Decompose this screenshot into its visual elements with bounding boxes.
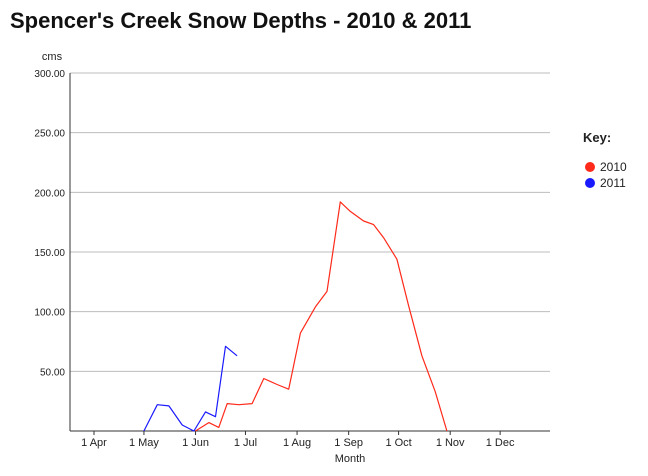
x-axis-label: Month (335, 453, 366, 465)
y-tick-label: 50.00 (40, 367, 65, 378)
legend-label-2011: 2011 (600, 176, 626, 190)
legend-label-2010: 2010 (600, 160, 627, 174)
y-tick-label: 200.00 (34, 188, 65, 199)
y-tick-label: 150.00 (34, 248, 65, 259)
x-tick-label: 1 Sep (334, 437, 363, 449)
chart-title: Spencer's Creek Snow Depths - 2010 & 201… (10, 8, 472, 33)
y-axis-label: cms (42, 51, 63, 63)
legend-dot-2011 (585, 178, 595, 188)
series-line-2011 (143, 345, 238, 432)
y-tick-label: 100.00 (34, 308, 65, 319)
y-tick-label: 250.00 (34, 129, 65, 140)
x-tick-label: 1 Jul (234, 437, 257, 449)
x-tick-label: 1 Nov (436, 437, 465, 449)
x-tick-label: 1 Jun (182, 437, 209, 449)
legend-item-2010: 2010 (585, 159, 627, 175)
legend-dot-2010 (585, 162, 595, 172)
x-tick-label: 1 May (129, 437, 159, 449)
x-tick-label: 1 Dec (486, 437, 515, 449)
x-tick-label: 1 Apr (81, 437, 107, 449)
legend-title: Key: (583, 130, 612, 145)
legend: Key: 2010 2011 (583, 130, 627, 191)
x-tick-label: 1 Oct (385, 437, 411, 449)
series-line-2010 (195, 201, 448, 432)
x-tick-label: 1 Aug (283, 437, 311, 449)
legend-item-2011: 2011 (585, 175, 627, 191)
y-tick-label: 300.00 (34, 69, 65, 80)
